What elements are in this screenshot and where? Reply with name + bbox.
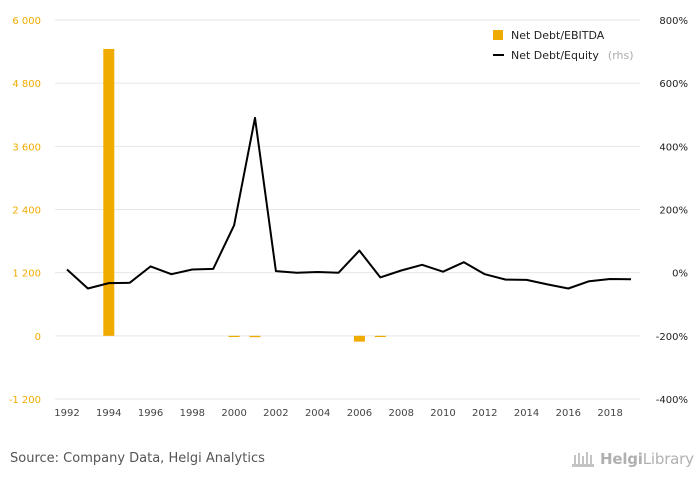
legend-label-net-debt-equity-note: (rhs)	[608, 49, 634, 62]
right-tick-label: 400%	[659, 142, 688, 153]
right-tick-label: -200%	[656, 332, 688, 343]
library-icon	[572, 452, 594, 467]
right-tick-label: 200%	[659, 206, 688, 217]
right-tick-label: 600%	[659, 79, 688, 90]
legend-label-net-debt-equity-name: Net Debt/Equity	[511, 49, 599, 62]
legend-label-net-debt-ebitda: Net Debt/EBITDA	[511, 29, 605, 42]
line-net-debt-equity	[66, 116, 632, 290]
x-tick-label: 1994	[96, 408, 121, 419]
x-tick-label: 2014	[514, 408, 539, 419]
right-tick-label: 0%	[672, 269, 688, 280]
legend-swatch-net-debt-ebitda	[493, 30, 503, 40]
left-tick-label: 4 800	[12, 79, 41, 90]
brand-sub: Library	[642, 450, 694, 468]
bar	[353, 335, 365, 342]
gridlines	[55, 19, 640, 400]
source-note: Source: Company Data, Helgi Analytics	[10, 451, 265, 466]
bars	[103, 48, 386, 342]
bar	[249, 335, 261, 338]
x-tick-label: 2018	[597, 408, 622, 419]
x-axis-ticks: 1992 1994 1996 1998 2000 2002 2004 2006 2008 2010…	[54, 408, 623, 419]
left-tick-label: 1 200	[12, 269, 41, 280]
right-axis-ticks: -400% -200% 0% 200% 400% 600% 800%	[656, 16, 688, 406]
left-tick-label: -1 200	[9, 395, 41, 406]
x-tick-label: 1992	[54, 408, 79, 419]
legend-label-net-debt-equity: Net Debt/Equity (rhs)	[511, 44, 634, 63]
x-tick-label: 2012	[472, 408, 497, 419]
left-tick-label: 3 600	[12, 142, 41, 153]
x-tick-label: 2004	[305, 408, 330, 419]
left-tick-label: 6 000	[12, 16, 41, 27]
legend: Net Debt/EBITDA Net Debt/Equity (rhs)	[493, 29, 634, 63]
x-tick-label: 2016	[556, 408, 581, 419]
x-tick-label: 1998	[180, 408, 205, 419]
x-tick-label: 2006	[347, 408, 372, 419]
right-tick-label: -400%	[656, 395, 688, 406]
x-tick-label: 2008	[388, 408, 413, 419]
x-tick-label: 2002	[263, 408, 288, 419]
left-tick-label: 2 400	[12, 206, 41, 217]
bar	[374, 335, 386, 338]
brand-name: HelgiLibrary	[600, 450, 694, 468]
right-tick-label: 800%	[659, 16, 688, 27]
x-tick-label: 2000	[221, 408, 246, 419]
helgi-library-logo: HelgiLibrary	[570, 448, 694, 470]
x-tick-label: 2010	[430, 408, 455, 419]
line-series	[66, 116, 632, 290]
left-axis-ticks: -1 200 0 1 200 2 400 3 600 4 800 6 000	[9, 16, 41, 406]
bar	[228, 335, 240, 338]
brand-main: Helgi	[600, 450, 643, 468]
x-tick-label: 1996	[138, 408, 163, 419]
left-tick-label: 0	[35, 332, 41, 343]
bar	[103, 48, 115, 336]
